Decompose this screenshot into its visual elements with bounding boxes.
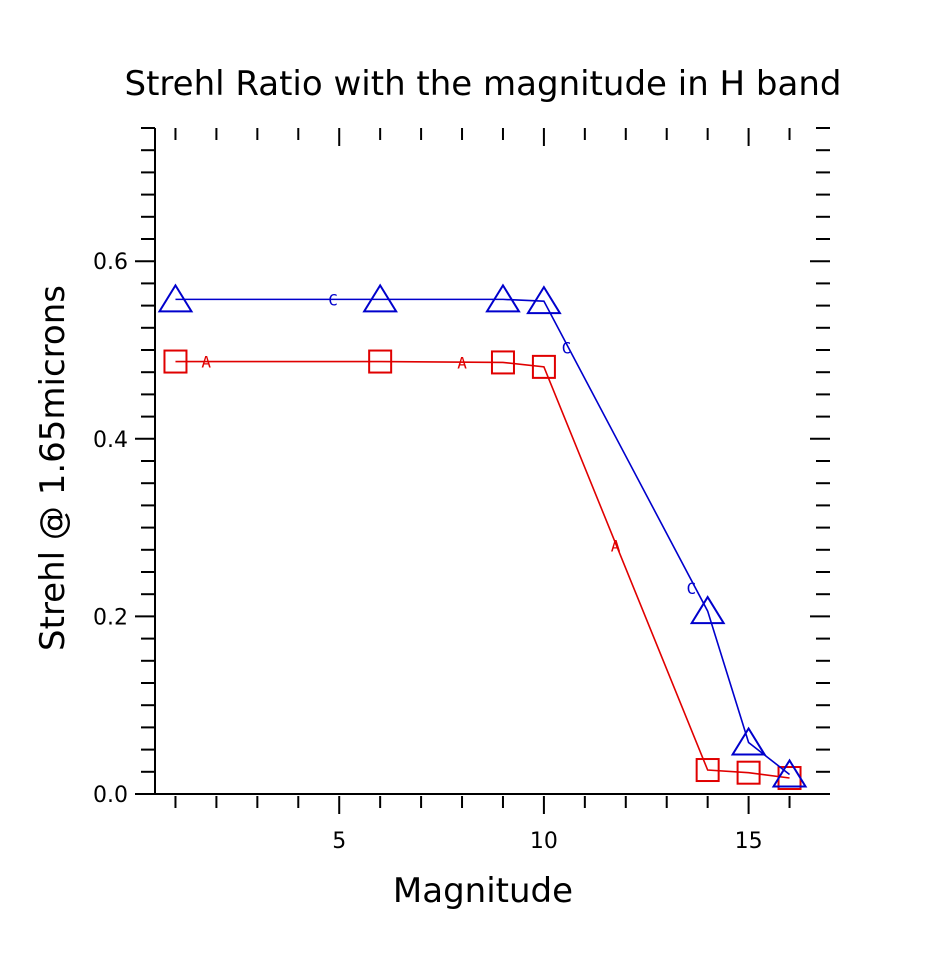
data-point-triangle: [485, 283, 521, 313]
series-line: [175, 360, 790, 779]
chart-title: Strehl Ratio with the magnitude in H ban…: [125, 64, 842, 104]
data-point-triangle: [526, 285, 562, 315]
data-point-square: [695, 758, 720, 783]
series-group: A A A C C C: [157, 283, 808, 791]
series-curve-label: C: [686, 579, 696, 598]
data-point-triangle: [157, 283, 194, 313]
y-tick-label: 0.4: [93, 428, 128, 453]
y-tick-label: 0.6: [93, 250, 128, 275]
data-point-square: [736, 760, 761, 785]
series-line: [175, 298, 791, 776]
data-point-triangle: [771, 758, 808, 788]
series-c: C C C: [157, 283, 808, 788]
series-curve-label: A: [611, 536, 621, 555]
x-tick-label: 15: [735, 829, 763, 854]
axes: 5 10 15 0.0 0.2 0.4 0.6: [93, 127, 830, 854]
data-point-triangle: [362, 283, 398, 313]
x-tick-label: 10: [530, 829, 558, 854]
y-tick-label: 0.0: [93, 783, 128, 808]
series-a: A A A: [163, 349, 802, 791]
data-point-triangle: [730, 726, 767, 756]
data-point-triangle: [689, 595, 726, 625]
y-tick-label: 0.2: [93, 605, 128, 630]
data-point-square: [163, 349, 188, 374]
data-point-square: [368, 349, 393, 374]
y-axis-label: Strehl @ 1.65microns: [33, 285, 73, 651]
data-point-square: [531, 354, 556, 379]
series-curve-label: C: [328, 290, 338, 309]
series-curve-label: A: [201, 353, 211, 372]
x-tick-label: 5: [332, 829, 346, 854]
series-curve-label: C: [562, 338, 572, 357]
series-curve-label: A: [457, 353, 467, 372]
data-point-square: [490, 350, 515, 375]
x-axis-label: Magnitude: [393, 871, 573, 911]
